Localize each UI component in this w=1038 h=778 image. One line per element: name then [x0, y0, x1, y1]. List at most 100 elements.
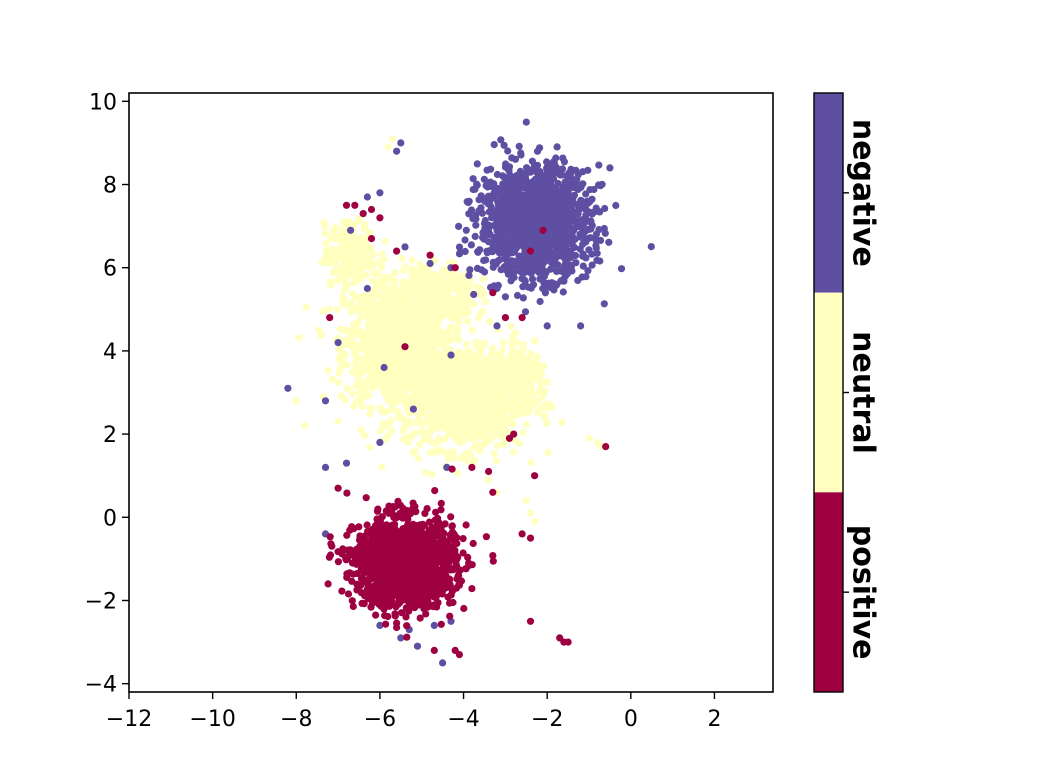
- point-neutral: [295, 334, 303, 342]
- point-neutral: [362, 355, 370, 363]
- point-negative: [535, 180, 543, 189]
- point-neutral: [497, 402, 505, 410]
- point-negative: [541, 281, 550, 289]
- point-neutral: [381, 237, 389, 245]
- point-neutral: [441, 435, 449, 443]
- point-neutral: [418, 420, 426, 428]
- point-neutral: [519, 402, 527, 410]
- point-negative: [595, 226, 603, 234]
- point-neutral: [482, 404, 490, 412]
- point-negative: [342, 459, 351, 467]
- point-neutral: [335, 354, 343, 362]
- point-neutral: [332, 232, 341, 240]
- point-neutral: [411, 366, 419, 374]
- point-neutral: [432, 354, 440, 362]
- point-neutral: [538, 403, 546, 411]
- point-neutral: [373, 373, 381, 381]
- point-neutral: [383, 392, 391, 400]
- point-negative: [380, 363, 388, 372]
- point-neutral: [464, 448, 473, 457]
- point-negative: [581, 201, 589, 209]
- point-neutral: [405, 417, 413, 425]
- point-neutral: [428, 346, 436, 354]
- point-negative: [462, 226, 470, 234]
- point-neutral: [448, 384, 456, 392]
- point-neutral: [472, 408, 480, 416]
- point-neutral: [384, 143, 392, 151]
- point-neutral: [415, 359, 423, 367]
- point-positive: [403, 633, 411, 641]
- point-neutral: [302, 303, 310, 311]
- point-neutral: [369, 251, 377, 259]
- point-neutral: [444, 395, 453, 403]
- point-neutral: [420, 300, 429, 308]
- point-neutral: [401, 361, 409, 369]
- point-neutral: [350, 340, 358, 348]
- point-neutral: [456, 376, 464, 384]
- point-negative: [520, 179, 528, 187]
- point-neutral: [459, 364, 467, 372]
- point-neutral: [463, 340, 471, 348]
- point-negative: [483, 166, 491, 174]
- point-negative: [571, 251, 580, 260]
- point-negative: [474, 248, 482, 256]
- point-negative: [508, 154, 516, 162]
- point-neutral: [386, 310, 394, 318]
- point-neutral: [368, 293, 376, 301]
- point-negative: [515, 142, 523, 150]
- point-neutral: [507, 322, 515, 330]
- point-negative: [559, 288, 567, 296]
- point-neutral: [400, 303, 408, 311]
- point-negative: [484, 192, 493, 200]
- point-neutral: [386, 384, 394, 393]
- point-negative: [413, 642, 422, 650]
- point-neutral: [348, 290, 356, 298]
- point-neutral: [375, 283, 383, 291]
- point-neutral: [347, 308, 355, 316]
- point-neutral: [386, 406, 394, 414]
- point-neutral: [344, 361, 352, 369]
- point-negative: [553, 204, 561, 212]
- point-neutral: [419, 284, 427, 292]
- point-neutral: [476, 389, 484, 397]
- point-negative: [490, 141, 498, 149]
- point-neutral: [383, 432, 392, 440]
- point-neutral: [325, 305, 333, 313]
- point-negative: [579, 262, 587, 270]
- point-negative: [522, 170, 530, 178]
- point-negative: [501, 293, 509, 301]
- point-negative: [561, 261, 569, 270]
- point-neutral: [530, 373, 538, 381]
- point-neutral: [395, 332, 403, 340]
- point-neutral: [509, 448, 517, 456]
- point-neutral: [468, 351, 476, 359]
- point-neutral: [543, 404, 552, 412]
- point-negative: [504, 178, 512, 186]
- point-neutral: [335, 378, 343, 386]
- point-neutral: [322, 239, 330, 247]
- point-neutral: [385, 369, 393, 377]
- point-negative: [612, 201, 620, 210]
- point-neutral: [366, 410, 374, 418]
- point-neutral: [436, 367, 444, 375]
- point-negative: [552, 216, 560, 224]
- point-neutral: [498, 346, 506, 354]
- point-neutral: [366, 443, 374, 452]
- point-negative: [334, 339, 342, 347]
- point-neutral: [438, 306, 446, 314]
- point-neutral: [351, 366, 359, 374]
- point-negative: [647, 243, 655, 251]
- point-neutral: [361, 431, 369, 439]
- point-neutral: [440, 338, 448, 346]
- point-neutral: [486, 384, 494, 392]
- point-neutral: [337, 392, 345, 400]
- point-neutral: [373, 289, 381, 297]
- point-neutral: [531, 517, 539, 526]
- point-neutral: [342, 326, 350, 334]
- point-neutral: [340, 218, 348, 226]
- point-neutral: [469, 413, 477, 421]
- point-neutral: [498, 418, 506, 426]
- point-neutral: [445, 310, 453, 318]
- point-neutral: [485, 476, 493, 484]
- point-neutral: [429, 448, 438, 456]
